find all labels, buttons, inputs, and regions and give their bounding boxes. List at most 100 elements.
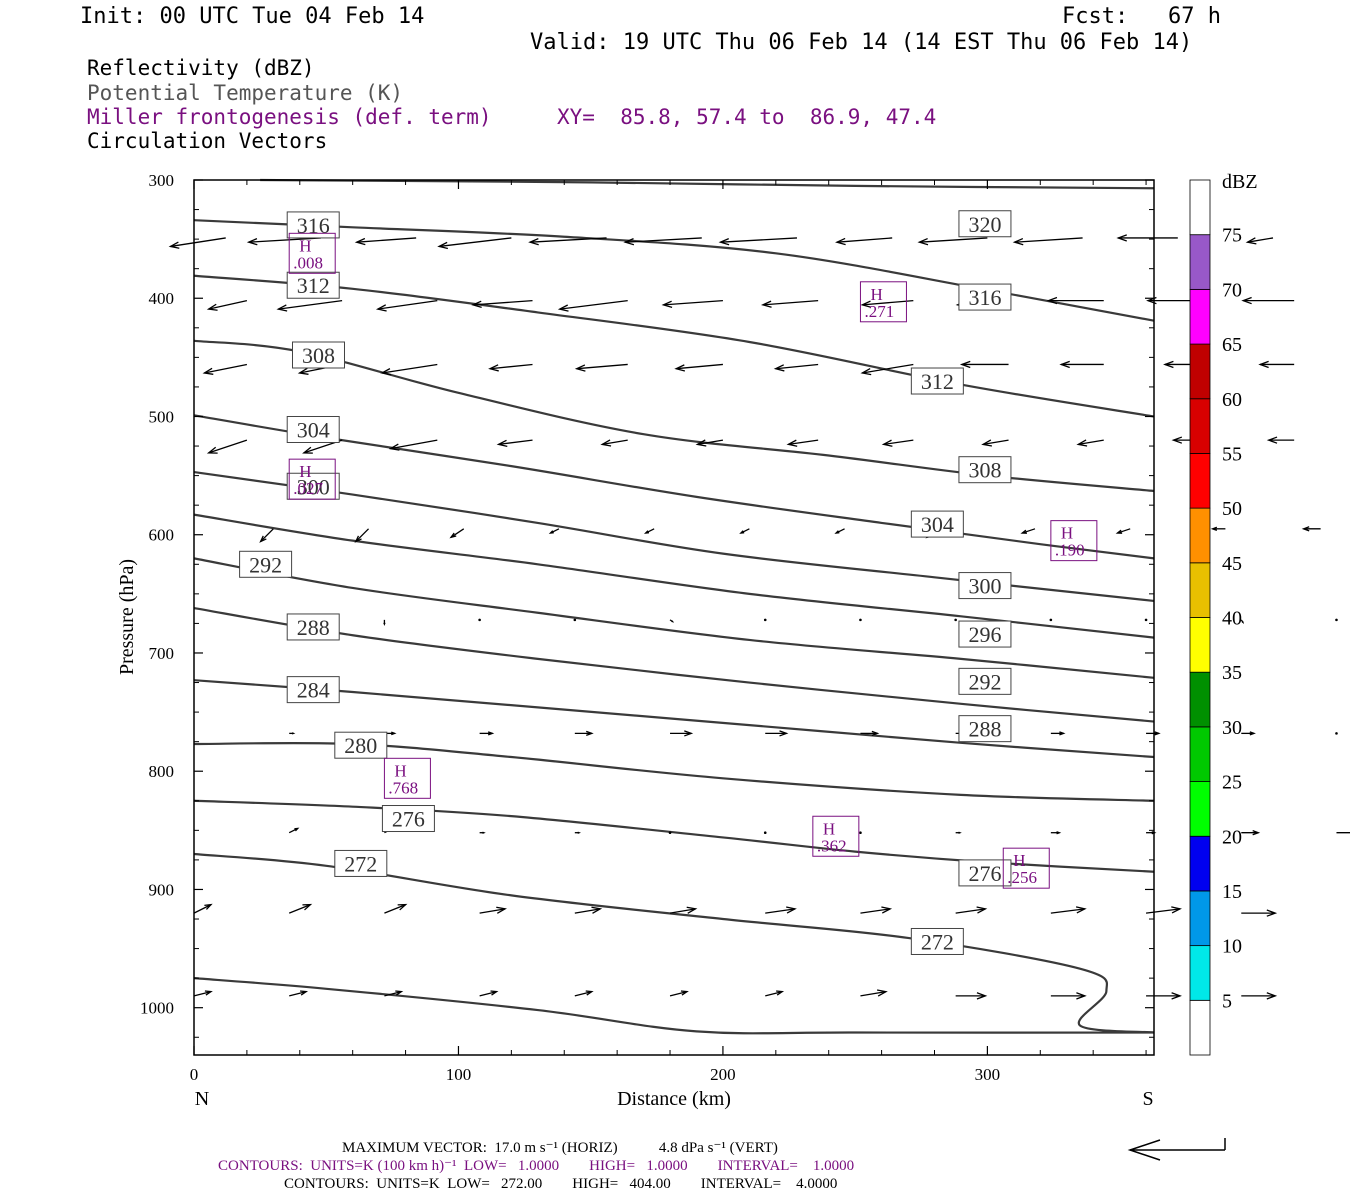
vector-shaft xyxy=(355,528,370,543)
circulation-vector xyxy=(859,618,862,622)
vector-head xyxy=(300,990,309,996)
vector-head xyxy=(488,364,499,372)
vector-head xyxy=(487,731,495,736)
vector-head xyxy=(294,827,300,832)
vector-shaft xyxy=(479,908,506,914)
legend-reflectivity: Reflectivity (dBZ) xyxy=(87,56,315,80)
vector-head xyxy=(586,730,594,737)
circulation-vector xyxy=(1050,731,1066,736)
vector-head xyxy=(1059,731,1066,736)
circulation-vector xyxy=(1241,731,1256,736)
circulation-vector xyxy=(1241,296,1295,305)
theta-contour-312 xyxy=(193,274,1155,418)
vector-head xyxy=(388,443,400,451)
circulation-vector xyxy=(786,439,819,447)
vector-shaft xyxy=(384,904,406,914)
vector-head xyxy=(643,530,650,534)
circulation-vector xyxy=(1020,528,1036,534)
colorbar-level-label: 35 xyxy=(1222,662,1242,684)
colorbar-segment xyxy=(1189,999,1211,1056)
circulation-vector xyxy=(288,903,313,914)
colorbar-segment xyxy=(1189,398,1211,454)
fronto-high-box xyxy=(1002,847,1050,889)
theta-label-text: 292 xyxy=(249,552,282,577)
vector-head xyxy=(204,903,213,910)
axes: 300 400 500 600 700 800 900 1000 0 100 200 300 xyxy=(140,171,1154,1084)
fronto-high-box xyxy=(288,232,336,274)
theta-contour-note: CONTOURS: UNITS=K LOW= 272.00 HIGH= 404.… xyxy=(284,1176,838,1192)
theta-label-text: 304 xyxy=(297,417,330,442)
vector-dot xyxy=(1144,618,1148,622)
circulation-vector xyxy=(1335,732,1338,735)
vector-dot xyxy=(1335,618,1338,622)
vector-shaft xyxy=(289,990,307,997)
circulation-vector xyxy=(246,237,321,246)
vector-head xyxy=(1171,992,1182,1000)
vector-shaft xyxy=(204,363,248,374)
circulation-vector xyxy=(479,990,499,997)
vector-head xyxy=(375,304,387,312)
vector-shaft xyxy=(765,908,796,914)
circulation-vector xyxy=(202,363,248,375)
vector-dot xyxy=(954,618,957,622)
vector-head xyxy=(1076,992,1087,1000)
fronto-high-letter: H xyxy=(299,462,311,481)
circulation-vector xyxy=(670,730,694,737)
y-tick-label: 600 xyxy=(149,526,175,545)
vector-shaft xyxy=(1247,237,1274,243)
circulation-vector xyxy=(860,989,888,997)
theta-label-text: 300 xyxy=(968,574,1001,599)
circulation-vector xyxy=(763,831,767,835)
fronto-high-letter: H xyxy=(394,761,406,780)
theta-label-text: 312 xyxy=(921,369,954,394)
theta-label-text: 292 xyxy=(968,669,1001,694)
legend-circulation-vectors: Circulation Vectors xyxy=(87,129,328,153)
vector-head xyxy=(958,831,962,834)
fronto-high-letter: H xyxy=(299,236,311,255)
vector-head xyxy=(860,300,872,308)
circulation-vector xyxy=(479,731,495,736)
theta-label-308: 308 xyxy=(291,341,345,369)
circulation-vector xyxy=(669,906,698,914)
vector-shaft xyxy=(479,990,497,997)
y-tick-label: 1000 xyxy=(140,999,174,1018)
vector-shaft xyxy=(788,439,819,446)
x-tick-label: 300 xyxy=(975,1065,1001,1084)
circulation-vector xyxy=(557,299,628,312)
vector-head xyxy=(395,990,404,996)
fronto-high-box xyxy=(288,458,336,500)
vector-dot xyxy=(763,831,767,835)
theta-label-text: 304 xyxy=(921,512,954,537)
vector-head xyxy=(380,368,392,376)
vector-head xyxy=(1241,296,1252,305)
vector-head xyxy=(206,303,218,311)
circulation-vector xyxy=(206,439,248,454)
y-tick-label: 400 xyxy=(149,289,175,308)
theta-label-box xyxy=(958,715,1012,743)
circulation-vector xyxy=(471,299,533,308)
vector-dot xyxy=(1335,732,1338,735)
vector-head xyxy=(674,364,686,372)
theta-label-text: 320 xyxy=(968,212,1001,237)
circulation-vector xyxy=(437,237,512,250)
circulation-vector xyxy=(623,237,702,246)
colorbar-level-label: 50 xyxy=(1222,498,1242,520)
vector-head xyxy=(881,439,893,447)
circulation-vector xyxy=(573,618,577,622)
circulation-vector xyxy=(695,439,724,447)
circulation-vector xyxy=(1210,526,1226,531)
vector-shaft xyxy=(1050,908,1085,914)
circulation-vector xyxy=(289,990,309,997)
circulation-vector xyxy=(859,831,862,835)
circulation-vector xyxy=(1012,237,1083,246)
circulation-vector xyxy=(1115,528,1131,534)
vector-shaft xyxy=(676,363,723,370)
vector-shaft xyxy=(1014,237,1083,243)
fronto-high: H.256 xyxy=(1002,847,1050,889)
circulation-vector xyxy=(354,528,370,543)
circulation-vector xyxy=(528,237,607,246)
theta-label-box xyxy=(958,859,1012,887)
circulation-vector xyxy=(600,439,628,447)
vector-head xyxy=(917,237,929,246)
